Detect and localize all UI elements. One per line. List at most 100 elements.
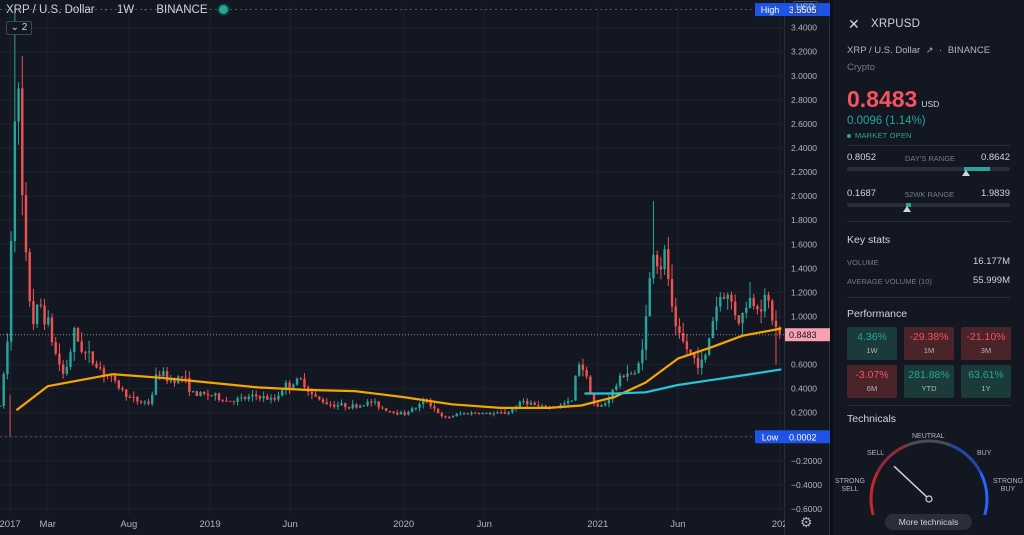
performance-cell-1y[interactable]: 63.61% 1Y xyxy=(961,365,1011,398)
candle-body xyxy=(50,317,54,343)
candle-body xyxy=(113,375,117,381)
candle xyxy=(191,390,195,393)
candle-body xyxy=(388,411,392,413)
candle-body xyxy=(195,391,198,396)
close-icon[interactable]: ✕ xyxy=(848,16,860,32)
panel-subtitle-text[interactable]: XRP / U.S. Dollar xyxy=(847,45,921,56)
last-price-currency: USD xyxy=(921,99,940,109)
candle-body xyxy=(418,404,421,408)
external-link-icon[interactable]: ↗ xyxy=(925,45,934,55)
technicals-gauge[interactable] xyxy=(833,425,1024,515)
candle xyxy=(17,82,20,145)
candle-body xyxy=(559,404,562,408)
candle-body xyxy=(125,389,128,397)
candle-body xyxy=(355,404,358,408)
candle xyxy=(355,403,358,409)
price-axis[interactable]: 3.4000 3.2000 3.0000 2.8000 2.6000 2.4000 2.20… xyxy=(785,0,830,535)
candle xyxy=(99,361,102,371)
performance-cell-ytd[interactable]: 281.88% YTD xyxy=(904,365,954,398)
performance-cell-1w[interactable]: 4.36% 1W xyxy=(847,327,897,360)
candle xyxy=(481,412,484,415)
candle-body xyxy=(574,375,577,401)
candle xyxy=(440,411,444,419)
price-axis-scale[interactable]: 3.4000 3.2000 3.0000 2.8000 2.6000 2.4000 2.20… xyxy=(785,0,830,535)
candle-body xyxy=(147,401,150,404)
panel-divider[interactable] xyxy=(830,0,833,535)
candle-body xyxy=(203,391,206,394)
candle xyxy=(73,326,76,362)
candle-body xyxy=(396,412,399,415)
candle xyxy=(659,256,663,280)
y-tick-label: 1.8000 xyxy=(791,215,817,225)
candle xyxy=(488,412,492,415)
candle-body xyxy=(17,88,20,122)
candle-body xyxy=(507,412,510,414)
candle xyxy=(429,398,432,409)
candle-body xyxy=(607,399,611,404)
price-chart[interactable]: 2017 Mar Aug 2019 Jun 2020 Jun 2021 Jun 202 High Lo… xyxy=(0,0,788,535)
high-tag xyxy=(785,3,830,17)
candle xyxy=(771,298,774,326)
chart-area[interactable]: 2017 Mar Aug 2019 Jun 2020 Jun 2021 Jun 202 High Lo… xyxy=(0,0,788,535)
candle xyxy=(655,250,659,274)
candle-body xyxy=(84,351,87,353)
candle xyxy=(21,55,24,216)
more-technicals-button[interactable]: More technicals xyxy=(885,514,972,530)
candle-body xyxy=(221,399,224,401)
candle-body xyxy=(681,332,685,342)
gauge-label-neutral: NEUTRAL xyxy=(912,433,945,440)
days-range-high: 0.8642 xyxy=(980,152,1010,163)
candle-body xyxy=(522,400,525,402)
candle xyxy=(9,231,13,351)
performance-cell-6m[interactable]: -3.07% 6M xyxy=(847,365,897,398)
high-value: 3.5505 xyxy=(789,5,817,15)
candle-body xyxy=(722,296,726,299)
collapse-indicators-button[interactable]: ⌄ 2 xyxy=(6,21,32,35)
performance-cell-1m[interactable]: -29.38% 1M xyxy=(904,327,954,360)
performance-period: 1W xyxy=(866,346,878,355)
last-price-value: 0.8483 xyxy=(847,86,918,112)
candle-body xyxy=(87,351,91,353)
candle-body xyxy=(162,371,165,376)
candle-body xyxy=(58,353,61,365)
candle-body xyxy=(696,358,700,368)
candle-body xyxy=(500,412,503,414)
candle xyxy=(80,332,83,354)
panel-subtitle: XRP / U.S. Dollar ↗ · BINANCE xyxy=(847,45,991,56)
candle xyxy=(529,400,533,406)
performance-title: Performance xyxy=(847,308,908,320)
candle xyxy=(0,405,2,408)
candle-body xyxy=(288,382,291,388)
performance-cell-3m[interactable]: -21.10% 3M xyxy=(961,327,1011,360)
gauge-needle xyxy=(893,465,930,500)
candle xyxy=(756,304,759,315)
gear-icon[interactable]: ⚙ xyxy=(800,514,813,530)
candle-body xyxy=(299,378,302,380)
candle-body xyxy=(61,364,65,374)
candle xyxy=(500,409,503,415)
candle xyxy=(396,410,399,416)
candle-body xyxy=(329,404,332,406)
x-tick-label: Aug xyxy=(120,519,137,530)
candle-body xyxy=(373,401,377,403)
candle-body xyxy=(273,397,276,400)
currency-selector[interactable]: USD xyxy=(793,1,819,14)
candle xyxy=(652,200,655,284)
candle xyxy=(58,343,61,372)
y-tick-label: 1.0000 xyxy=(791,311,817,321)
candle xyxy=(767,291,770,309)
candle-body xyxy=(80,341,83,352)
candle-body xyxy=(303,378,306,388)
high-label: High xyxy=(761,5,780,15)
candle-body xyxy=(633,373,637,375)
legend-interval[interactable]: 1W xyxy=(116,4,135,16)
candle-body xyxy=(139,401,143,403)
candle-body xyxy=(214,393,217,396)
market-status-text: MARKET OPEN xyxy=(855,131,912,140)
candle xyxy=(566,397,570,406)
candle-body xyxy=(347,407,351,409)
candle-body xyxy=(733,301,737,316)
candle-body xyxy=(433,406,436,409)
candle xyxy=(526,397,529,409)
